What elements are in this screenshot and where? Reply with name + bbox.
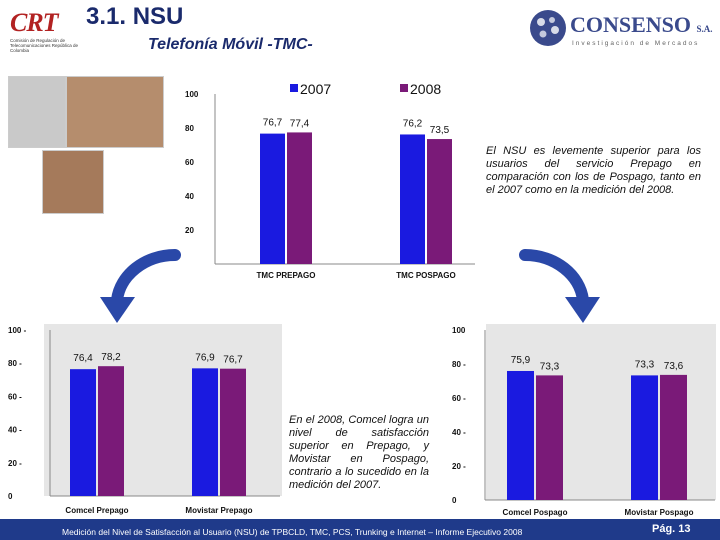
y-tick-label: 60 — [185, 158, 194, 167]
y-tick-label: 0 — [452, 496, 457, 505]
footer-bar — [0, 519, 720, 540]
y-tick-label: 40 — [185, 192, 194, 201]
y-tick-label: 40 - — [8, 426, 22, 435]
legend-swatch-2008 — [400, 84, 408, 92]
bar-value-label: 76,7 — [263, 118, 283, 129]
bar-2008-0 — [536, 375, 563, 500]
y-tick-label: 80 - — [8, 359, 22, 368]
bar-value-label: 73,3 — [540, 361, 560, 372]
bar-value-label: 76,9 — [195, 352, 215, 363]
chart-prepago: 100 - 80 - 60 - 40 - 20 - 0 76,4 78,2 Comcel Pre… — [8, 324, 282, 515]
bar-2008-1 — [660, 374, 687, 500]
bar-value-label: 73,5 — [430, 125, 450, 136]
crt-logo: CRT Comisión de Regulación de Telecomuni… — [10, 8, 80, 58]
woman-photo — [42, 150, 104, 214]
couple-photo — [66, 76, 164, 148]
crt-logo-subtext: Comisión de Regulación de Telecomunicaci… — [10, 38, 79, 53]
bar-value-label: 76,7 — [223, 355, 243, 366]
note-prepago-vs-pospago: El NSU es levemente superior para los us… — [486, 145, 701, 196]
category-label: Movistar Pospago — [625, 508, 694, 517]
y-tick-label: 100 - — [8, 326, 27, 335]
y-tick-label: 0 — [8, 492, 13, 501]
bar-2007-0 — [70, 369, 96, 496]
bar-value-label: 76,2 — [403, 118, 423, 129]
page-number: Pág. 13 — [652, 523, 691, 535]
category-label: Comcel Prepago — [65, 506, 128, 515]
legend-label: 2007 — [300, 81, 331, 97]
page-subtitle: Telefonía Móvil -TMC- — [148, 36, 313, 53]
bar-value-label: 75,9 — [511, 355, 531, 366]
y-tick-label: 100 — [185, 90, 199, 99]
bar-value-label: 76,4 — [73, 353, 93, 364]
chart-tmc: 100 80 60 40 20 76,7 77,4 TMC PREPAGO 76,2 73,5 TM… — [185, 81, 475, 280]
footer-text: Medición del Nivel de Satisfacción al Us… — [62, 527, 523, 537]
bar-2008-1 — [427, 139, 452, 264]
y-tick-label: 20 - — [452, 462, 466, 471]
bar-2007-1 — [192, 368, 218, 496]
bar-value-label: 77,4 — [290, 118, 310, 129]
bar-2008-1 — [220, 368, 246, 496]
y-tick-label: 60 - — [452, 394, 466, 403]
consenso-name: CONSENSO — [570, 12, 692, 37]
y-tick-label: 100 — [452, 326, 466, 335]
category-label: Comcel Pospago — [503, 508, 568, 517]
category-label: TMC PREPAGO — [257, 271, 316, 280]
category-label: Movistar Prepago — [185, 506, 252, 515]
bar-value-label: 73,6 — [664, 361, 684, 372]
phone-photo — [8, 76, 66, 148]
y-tick-label: 60 - — [8, 392, 22, 401]
globe-icon — [530, 10, 566, 46]
bar-2007-0 — [507, 370, 534, 500]
y-tick-label: 80 — [185, 124, 194, 133]
arrow-right-icon — [519, 249, 600, 323]
y-tick-label: 40 - — [452, 428, 466, 437]
arrow-left-icon — [100, 249, 181, 323]
category-label: TMC POSPAGO — [396, 271, 455, 280]
bar-2008-0 — [98, 366, 124, 496]
bar-2008-0 — [287, 132, 312, 264]
y-tick-label: 20 - — [8, 459, 22, 468]
chart-pospago: 100 80 - 60 - 40 - 20 - 0 75,9 73,3 Comcel Pospa… — [452, 324, 716, 517]
legend-swatch-2007 — [290, 84, 298, 92]
bar-value-label: 78,2 — [101, 352, 121, 363]
consenso-suffix: S.A. — [696, 24, 713, 34]
y-tick-label: 20 — [185, 226, 194, 235]
legend-label: 2008 — [410, 81, 441, 97]
bar-2007-1 — [631, 375, 658, 500]
bar-2007-0 — [260, 133, 285, 264]
y-tick-label: 80 - — [452, 360, 466, 369]
note-operators: En el 2008, Comcel logra un nivel de sat… — [289, 414, 429, 491]
bar-2007-1 — [400, 134, 425, 264]
section-title: 3.1. NSU — [86, 3, 184, 30]
bar-value-label: 73,3 — [635, 359, 655, 370]
consenso-tagline: Investigación de Mercados — [572, 40, 700, 47]
crt-logo-mark: CRT — [10, 8, 59, 37]
consenso-logo: CONSENSO S.A. Investigación de Mercados — [528, 8, 718, 53]
